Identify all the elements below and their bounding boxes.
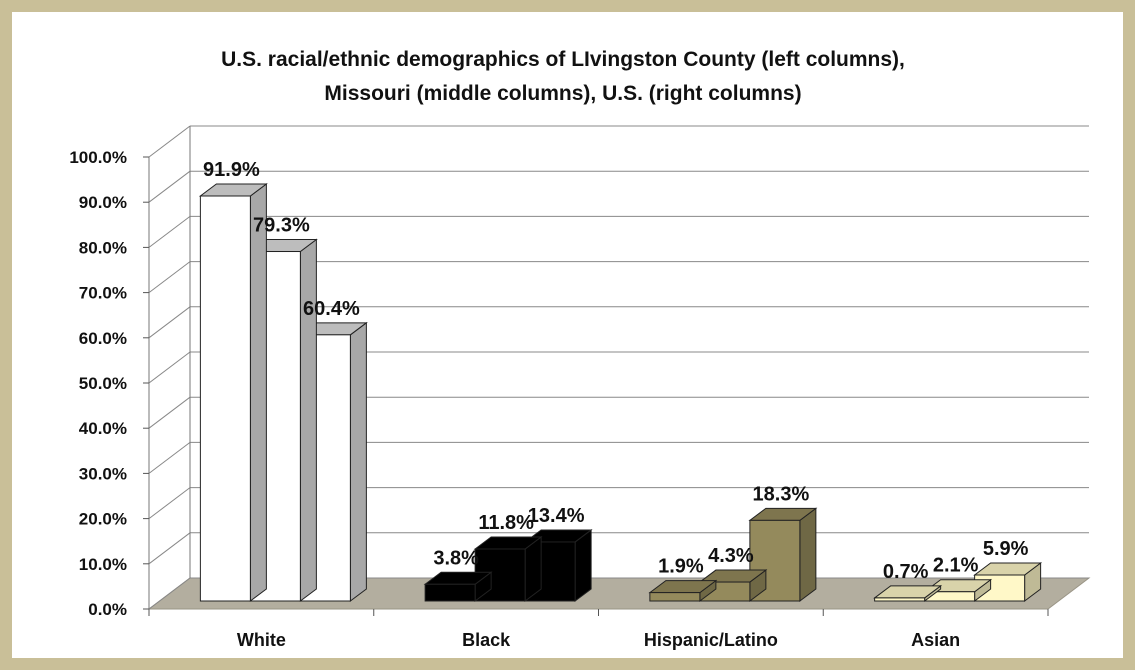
bar-front (649, 592, 701, 602)
data-label: 0.7% (883, 561, 929, 583)
bar-front (199, 195, 251, 602)
y-tick-label: 70.0% (79, 284, 127, 303)
data-label: 13.4% (528, 505, 585, 527)
y-tick-label: 50.0% (79, 374, 127, 393)
bar (973, 561, 1043, 602)
y-tick-label: 10.0% (79, 555, 127, 574)
y-tick-label: 0.0% (88, 600, 127, 619)
bar (423, 571, 493, 602)
y-tick-label: 40.0% (79, 419, 127, 438)
data-label: 60.4% (303, 298, 360, 320)
chart-title-line-2: Missouri (middle columns), U.S. (right c… (324, 82, 801, 105)
gridline-wall (148, 577, 191, 610)
bar-side (799, 507, 817, 602)
gridline-wall (148, 261, 191, 293)
x-category-label: Hispanic/Latino (644, 630, 778, 650)
y-tick-label: 60.0% (79, 329, 127, 348)
data-label: 1.9% (658, 556, 704, 578)
y-tick-label: 90.0% (79, 193, 127, 212)
x-category-label: Asian (911, 630, 960, 650)
y-tick-label: 80.0% (79, 238, 127, 257)
data-label: 11.8% (478, 512, 534, 534)
data-label: 4.3% (708, 545, 754, 567)
bar-side (299, 238, 317, 602)
bar-front (874, 597, 926, 602)
chart-title-line-1: U.S. racial/ethnic demographics of LIvin… (221, 48, 905, 71)
bar-side (349, 321, 367, 602)
bar-side (249, 182, 267, 602)
gridline-wall (148, 351, 191, 384)
x-category-label: White (237, 630, 286, 650)
data-label: 3.8% (433, 547, 479, 569)
data-label: 91.9% (203, 159, 260, 181)
bar (648, 579, 718, 602)
gridline-wall (148, 532, 191, 565)
gridline-wall (148, 170, 191, 203)
bar (473, 535, 543, 602)
data-label: 5.9% (983, 538, 1029, 560)
gridline-wall (148, 487, 191, 519)
data-label: 2.1% (933, 555, 979, 577)
bar-front (424, 583, 476, 602)
y-tick-label: 20.0% (79, 510, 127, 529)
y-tick-label: 30.0% (79, 464, 127, 483)
data-label: 79.3% (253, 215, 310, 237)
x-category-label: Black (462, 630, 511, 650)
data-label: 18.3% (753, 483, 810, 505)
bar (873, 584, 943, 602)
y-tick-label: 100.0% (69, 148, 127, 167)
bar (198, 182, 268, 602)
gridline-wall (148, 396, 191, 429)
gridline-wall (148, 216, 191, 248)
gridline-wall (148, 442, 191, 474)
gridline-wall (148, 306, 191, 339)
gridline-wall (148, 125, 191, 158)
